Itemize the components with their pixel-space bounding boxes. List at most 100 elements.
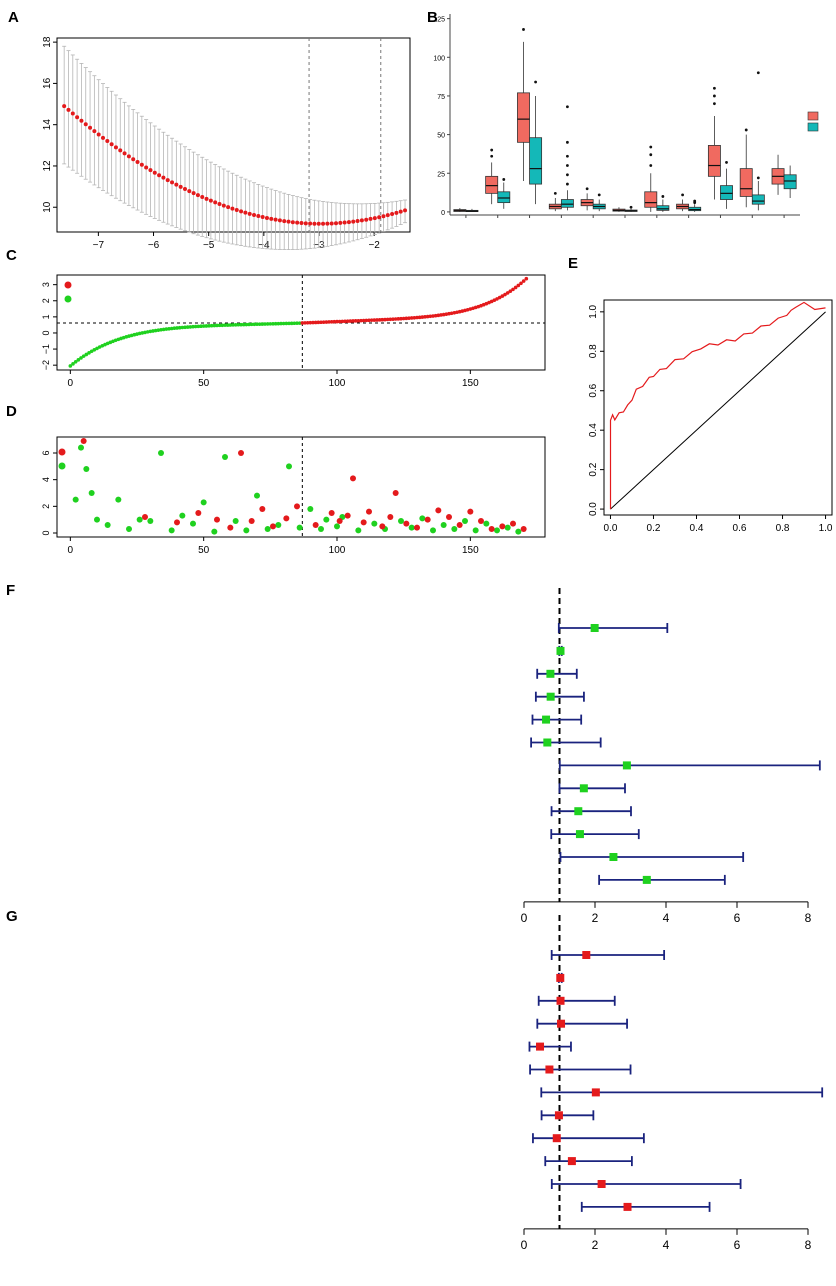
panel-d-frame	[56, 436, 546, 538]
panel-c-point	[289, 321, 294, 326]
panel-a-point	[372, 216, 377, 221]
panel-a-point	[329, 221, 334, 226]
panel-d-alive-point	[264, 526, 271, 532]
panel-d-alive-point	[72, 496, 79, 503]
panel-d-x-tick-label: 0	[68, 545, 74, 556]
panel-d-dead-point	[328, 510, 335, 516]
panel-c-point	[423, 315, 427, 319]
panel-a-y-tick-label: 10	[42, 201, 53, 213]
panel-a-point	[269, 216, 274, 221]
panel-a-lasso-plot: −7 −6 −5 −4 −3 −2 10 12 14 16 18	[42, 36, 411, 251]
panel-d-dead-point	[336, 518, 343, 524]
panel-a-point	[394, 210, 399, 215]
panel-c-legend-high-marker	[64, 281, 72, 289]
panel-c-point	[415, 315, 419, 320]
panel-e-frame	[603, 299, 833, 516]
panel-c-point	[428, 314, 433, 319]
panel-c-x-tick-label: 0	[68, 378, 74, 389]
panel-c-point	[319, 320, 323, 325]
panel-c-point	[167, 326, 171, 331]
panel-d-y-tick-label: 6	[41, 450, 51, 455]
panel-c-point	[367, 318, 371, 323]
panel-a-point	[264, 215, 269, 220]
panel-d-alive-point	[94, 516, 100, 523]
panel-e-y-tick-label: 0.8	[588, 344, 599, 358]
panel-b-outlier	[566, 105, 569, 109]
panel-c-point	[513, 285, 518, 290]
panel-c-point	[92, 348, 97, 352]
panel-c-x-tick-label: 100	[329, 378, 346, 389]
panel-c-point	[241, 322, 246, 327]
panel-a-point	[333, 221, 338, 226]
panel-a-point	[381, 214, 386, 219]
panel-c-point	[412, 315, 417, 320]
panel-f-x-tick-label: 0	[521, 911, 528, 925]
panel-d-alive-point	[158, 450, 164, 456]
panel-a-point	[101, 135, 106, 140]
panel-b-box	[707, 145, 721, 177]
panel-c-point	[143, 330, 147, 335]
panel-f-hr-marker	[542, 715, 551, 724]
panel-a-point	[195, 193, 200, 198]
panel-c-point	[239, 322, 243, 327]
panel-d-dead-point	[80, 438, 87, 444]
panel-d-survival-status-plot: 0 50 100 150 0 2 4 6	[41, 436, 546, 556]
panel-d-alive-point	[232, 518, 239, 524]
panel-c-point	[495, 297, 499, 301]
panel-g-hr-marker	[582, 951, 591, 959]
panel-a-point	[118, 148, 123, 153]
panel-d-dead-point	[467, 508, 474, 515]
panel-c-point	[276, 321, 281, 326]
panel-b-legend-high-swatch	[807, 111, 819, 121]
panel-g-hr-marker	[567, 1157, 576, 1166]
panel-d-x-tick-label: 50	[198, 545, 210, 556]
panel-b-box	[720, 185, 733, 200]
panel-a-point	[109, 142, 114, 147]
panel-c-point	[431, 314, 435, 318]
panel-a-point	[338, 220, 343, 225]
panel-d-dead-point	[174, 519, 180, 526]
panel-c-point	[327, 320, 331, 324]
panel-e-x-tick-label: 0.0	[603, 523, 617, 534]
panel-c-point	[159, 327, 163, 332]
panel-d-alive-point	[296, 524, 303, 531]
panel-a-point	[66, 107, 71, 112]
panel-d-dead-point	[520, 526, 527, 532]
panel-d-alive-point	[211, 528, 218, 535]
panel-b-outlier	[713, 86, 716, 90]
panel-c-point	[271, 321, 275, 326]
panel-c-point	[340, 319, 345, 324]
panel-a-x-tick-label: −6	[148, 240, 160, 251]
panel-d-alive-point	[408, 524, 415, 531]
panel-c-point	[329, 320, 334, 324]
panel-b-outlier	[585, 187, 589, 191]
panel-b-outlier	[566, 164, 569, 167]
panel-c-point	[84, 352, 89, 357]
panel-c-point	[177, 325, 182, 330]
panel-d-dead-point	[344, 512, 351, 519]
panel-c-point	[281, 321, 286, 326]
panel-b-outlier	[744, 128, 748, 132]
panel-c-point	[409, 316, 414, 320]
panel-b-y-tick-label: 25	[437, 171, 445, 178]
panel-a-point	[303, 221, 308, 226]
panel-c-point	[492, 298, 497, 303]
panel-g-x-tick-label: 8	[805, 1238, 812, 1252]
panel-a-point	[131, 157, 136, 162]
panel-c-x-tick-label: 50	[198, 378, 210, 389]
panel-d-dead-point	[270, 523, 276, 530]
panel-c-point	[260, 322, 265, 326]
panel-a-point	[351, 219, 356, 224]
panel-b-outlier	[502, 178, 506, 181]
panel-c-point	[148, 329, 153, 334]
panel-c-y-tick-label: 1	[41, 314, 51, 319]
panel-d-y-tick-label: 2	[41, 504, 51, 509]
panel-c-point	[244, 322, 249, 327]
panel-c-point	[345, 319, 350, 323]
panel-c-point	[393, 317, 398, 321]
panel-d-alive-point	[334, 523, 340, 530]
panel-a-y-tick-label: 18	[42, 36, 53, 48]
panel-d-alive-point	[371, 520, 378, 527]
panel-a-y-tick-label: 14	[42, 119, 53, 131]
